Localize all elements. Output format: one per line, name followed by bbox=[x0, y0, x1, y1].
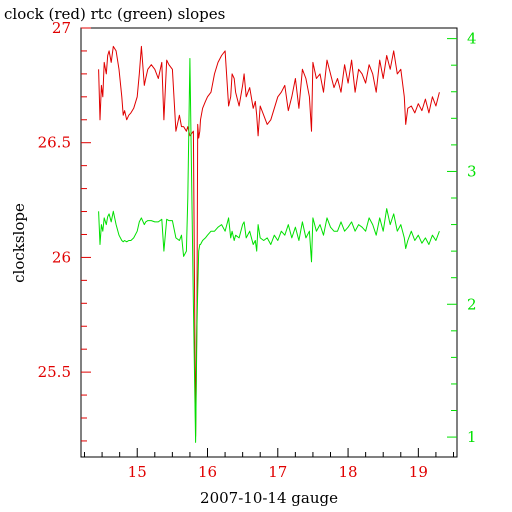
y2-tick-label: 3 bbox=[467, 162, 477, 180]
x-tick-label: 16 bbox=[198, 463, 217, 481]
series-layer bbox=[98, 45, 440, 443]
y-tick-label: 25.5 bbox=[38, 363, 71, 381]
x-axis-label: 2007-10-14 gauge bbox=[200, 489, 338, 507]
x-tick-label: 18 bbox=[339, 463, 358, 481]
x-tick-label: 15 bbox=[128, 463, 147, 481]
chart-title: clock (red) rtc (green) slopes bbox=[4, 5, 225, 23]
series-rtc-line bbox=[98, 58, 440, 443]
series-clock-line bbox=[98, 45, 440, 437]
axis-tick-labels: 15 16 17 18 19 25.5 26 26.5 27 1 2 3 4 bbox=[38, 19, 477, 481]
plot-frame bbox=[80, 27, 458, 458]
y-axis-label: clockslope bbox=[10, 203, 28, 283]
x-tick-label: 19 bbox=[409, 463, 428, 481]
y2-tick-label: 2 bbox=[467, 295, 477, 313]
x-tick-label: 17 bbox=[268, 463, 287, 481]
y-tick-label: 27 bbox=[52, 19, 71, 37]
y2-tick-label: 4 bbox=[467, 30, 477, 48]
y2-tick-label: 1 bbox=[467, 428, 477, 446]
axis-ticks bbox=[81, 27, 457, 457]
y-tick-label: 26.5 bbox=[38, 134, 71, 152]
y-tick-label: 26 bbox=[52, 248, 71, 266]
